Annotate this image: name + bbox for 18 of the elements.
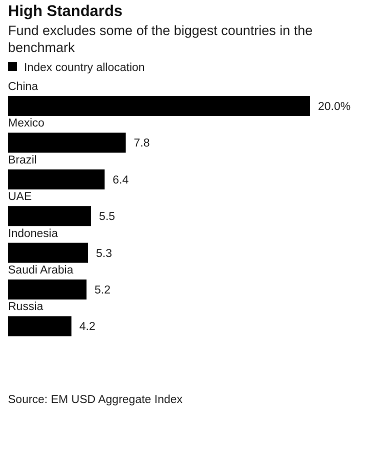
y-tick-label: UAE: [8, 191, 32, 204]
chart-subtitle: Fund excludes some of the biggest countries in the benchmark: [8, 23, 313, 55]
source-note: Source: EM USD Aggregate Index: [8, 394, 183, 406]
y-tick-label: Mexico: [8, 118, 44, 130]
data-label: 7.8: [134, 138, 150, 150]
y-tick-label: Russia: [8, 301, 44, 314]
y-tick-label: Saudi Arabia: [8, 264, 74, 276]
data-label: 6.4: [112, 174, 130, 186]
data-label: 20.0%: [318, 101, 351, 113]
data-label: 5.5: [99, 211, 116, 224]
chart-title: High Standards: [8, 3, 123, 20]
data-label: 5.2: [94, 284, 111, 296]
y-tick-label: Brazil: [8, 154, 37, 166]
legend-label: Index country allocation: [24, 62, 145, 74]
y-tick-label: Indonesia: [8, 228, 58, 240]
data-label: 4.2: [79, 321, 96, 334]
y-tick-label: China: [8, 81, 39, 93]
data-label: 5.3: [96, 248, 112, 260]
